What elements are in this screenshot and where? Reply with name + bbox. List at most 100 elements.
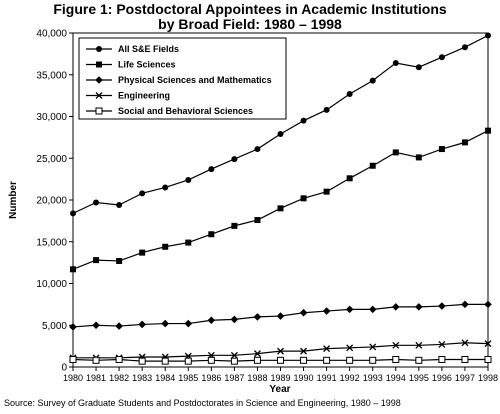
data-point <box>323 188 330 195</box>
legend-item: Physical Sciences and Mathematics <box>86 75 272 85</box>
legend-marker <box>96 46 102 52</box>
data-point <box>69 323 77 331</box>
chart-title-line-1: Figure 1: Postdoctoral Appointees in Aca… <box>53 1 447 17</box>
data-point <box>461 139 468 146</box>
data-point <box>485 32 491 39</box>
data-point <box>300 347 308 355</box>
y-tick-label: 30,000 <box>36 112 67 123</box>
data-point <box>438 302 446 310</box>
legend-label: Physical Sciences and Mathematics <box>118 75 272 85</box>
x-axis-title: Year <box>269 384 290 395</box>
data-point <box>230 315 239 324</box>
series-line <box>72 130 489 270</box>
legend-marker <box>95 107 103 115</box>
data-point <box>276 312 285 320</box>
x-tick-label: 1997 <box>455 373 475 383</box>
x-tick-label: 1988 <box>247 373 267 383</box>
data-point <box>185 176 192 183</box>
x-tick-label: 1983 <box>132 373 152 383</box>
x-tick-label: 1987 <box>224 373 244 383</box>
y-axis: 0 5,000 10,000 15,000 20,000 25,000 30,000 35,0… <box>36 29 73 374</box>
y-axis-title: Number <box>8 181 19 219</box>
data-point <box>484 355 492 363</box>
series-square <box>70 127 491 273</box>
x-tick-label: 1982 <box>109 373 129 383</box>
data-point <box>391 303 400 311</box>
data-point <box>70 266 76 273</box>
legend-item: All S&E Fields <box>86 44 179 54</box>
data-point <box>438 146 445 153</box>
data-point <box>162 184 169 191</box>
data-point <box>277 347 284 355</box>
data-point <box>461 339 469 347</box>
y-tick-label: 40,000 <box>36 29 67 40</box>
data-point <box>92 321 100 330</box>
legend-marker <box>96 61 102 68</box>
x-axis: 1980 1981 1982 1983 1984 1985 1986 1987 1988 1989… <box>63 367 498 383</box>
x-tick-label: 1984 <box>155 373 175 383</box>
data-point <box>92 356 100 364</box>
data-point <box>254 217 261 224</box>
legend-box <box>78 37 287 120</box>
chart-title-line-2: by Broad Field: 1980 – 1998 <box>158 16 342 32</box>
x-tick-label: 1991 <box>317 373 337 383</box>
x-tick-label: 1992 <box>340 373 360 383</box>
data-point <box>116 202 123 209</box>
series-diamond <box>69 300 492 331</box>
data-point <box>346 356 354 364</box>
series-open-square <box>69 355 492 365</box>
x-tick-label: 1994 <box>386 373 406 383</box>
data-point <box>438 54 445 61</box>
data-point <box>207 316 216 325</box>
chart-title: Figure 1: Postdoctoral Appointees in Aca… <box>0 2 500 32</box>
source-note: Source: Survey of Graduate Students and … <box>4 398 401 408</box>
data-point <box>392 355 400 363</box>
data-point <box>368 305 377 314</box>
series-layer <box>69 32 492 365</box>
data-point <box>253 356 261 364</box>
x-tick-label: 1990 <box>294 373 314 383</box>
data-point <box>138 320 146 329</box>
data-point <box>93 199 100 206</box>
data-point <box>230 351 238 359</box>
data-point <box>93 257 100 264</box>
legend-item: Life Sciences <box>86 60 176 70</box>
y-tick-label: 15,000 <box>36 237 67 248</box>
data-point <box>485 127 491 134</box>
data-point <box>346 344 354 352</box>
y-tick-label: 20,000 <box>36 196 67 207</box>
y-tick-label: 5,000 <box>42 321 67 332</box>
data-point <box>253 313 262 321</box>
data-point <box>415 341 423 349</box>
legend: All S&E Fields Life Sciences Physical Scie… <box>78 37 287 120</box>
data-point <box>415 154 422 161</box>
legend-label: All S&E Fields <box>118 44 179 54</box>
data-point <box>346 175 353 182</box>
data-point <box>300 117 307 124</box>
legend-item: Engineering <box>86 91 170 101</box>
data-point <box>345 305 354 314</box>
data-point <box>299 308 308 317</box>
data-point <box>392 341 400 349</box>
data-point <box>300 195 307 202</box>
data-point <box>161 357 169 365</box>
data-point <box>185 239 192 246</box>
data-point <box>323 106 330 113</box>
data-point <box>69 355 77 363</box>
data-point <box>231 156 238 163</box>
legend-marker <box>95 92 103 99</box>
data-point <box>184 319 193 328</box>
data-point <box>415 64 422 71</box>
y-tick-label: 0 <box>61 363 67 374</box>
data-point <box>277 205 284 212</box>
y-tick-label: 10,000 <box>36 279 67 290</box>
legend-marker <box>95 76 103 84</box>
data-point <box>116 257 123 264</box>
data-point <box>392 60 399 67</box>
legend-label: Life Sciences <box>118 60 176 70</box>
x-tick-label: 1996 <box>432 373 452 383</box>
data-point <box>231 222 238 229</box>
data-point <box>369 343 377 351</box>
data-point <box>277 131 284 138</box>
